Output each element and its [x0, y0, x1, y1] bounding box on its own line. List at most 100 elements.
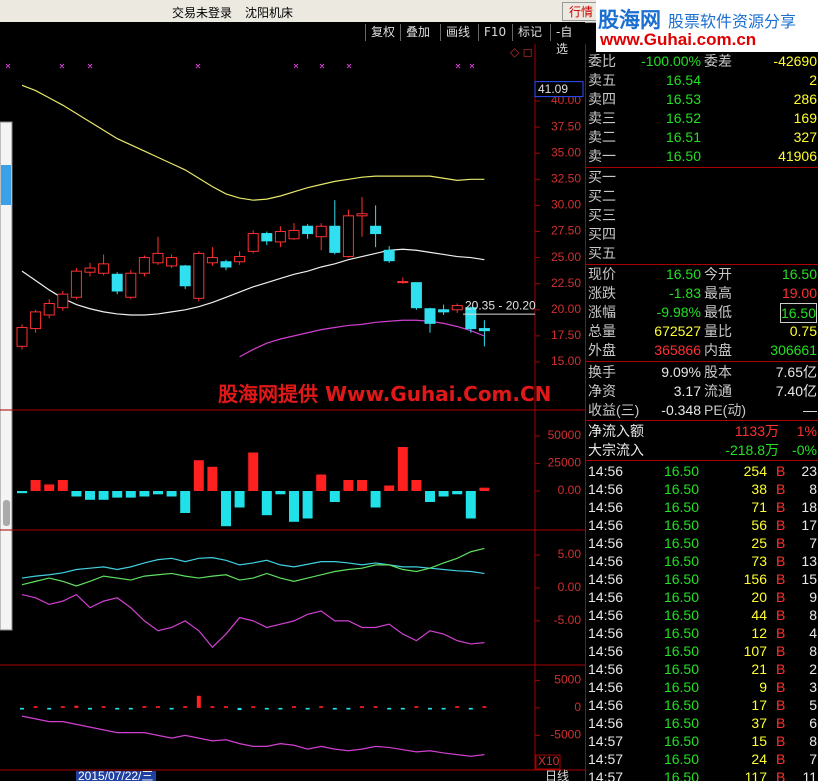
- value: 23: [801, 463, 817, 479]
- y-tick-label: 35.00: [551, 145, 581, 159]
- label: 净资: [588, 383, 616, 399]
- y-tick-label: 30.00: [551, 198, 581, 212]
- candle-body: [288, 229, 300, 240]
- separator: [586, 460, 818, 461]
- bar: [44, 484, 55, 491]
- watermark-url: www.Guhai.com.cn: [600, 30, 757, 49]
- bar: [224, 706, 228, 708]
- value: 25: [751, 535, 767, 551]
- value: 37: [751, 715, 767, 731]
- bar: [360, 706, 364, 708]
- value: 11: [802, 769, 817, 781]
- toolbar-button[interactable]: 画线: [440, 24, 475, 41]
- label: 买三: [588, 207, 616, 223]
- label: 14:56: [588, 463, 624, 479]
- value: 16.50: [663, 571, 699, 587]
- bar: [397, 446, 408, 491]
- period-label: 日线: [545, 769, 569, 781]
- candle-body: [410, 282, 422, 309]
- value: 286: [793, 91, 817, 107]
- candle-body: [70, 270, 82, 298]
- value: 16.50: [663, 751, 699, 767]
- y-tick-label: -5000: [550, 728, 581, 742]
- value: 3.17: [673, 383, 701, 399]
- label: 14:56: [588, 697, 624, 713]
- candle-body: [152, 252, 164, 264]
- label: B: [776, 643, 786, 659]
- candle-body: [274, 230, 286, 243]
- value: -9.98%: [656, 304, 701, 320]
- label: B: [776, 751, 786, 767]
- candle-body: [57, 293, 69, 309]
- value: 107: [743, 643, 767, 659]
- label: 14:56: [588, 499, 624, 515]
- toolbar-button[interactable]: 标记: [512, 24, 547, 41]
- quote-button[interactable]: 行情: [562, 2, 601, 21]
- value: 0.75: [789, 323, 817, 339]
- label: 收益(三): [588, 402, 640, 418]
- watermark: 股海网 股票软件资源分享 www.Guhai.com.cn: [596, 0, 818, 52]
- value: 16.50: [663, 715, 699, 731]
- bar: [17, 490, 27, 494]
- bar: [156, 706, 160, 708]
- label: 14:57: [588, 733, 624, 749]
- candle-body: [206, 257, 218, 264]
- bar: [387, 707, 392, 710]
- indicator-line: [21, 84, 485, 201]
- label: 14:57: [588, 769, 624, 781]
- value: 8: [809, 643, 817, 659]
- value: 7.65亿: [775, 364, 817, 380]
- value: -218.8万: [725, 442, 779, 458]
- candle-body: [465, 307, 477, 330]
- scale-label: X10: [538, 754, 560, 768]
- bar: [125, 490, 136, 498]
- value: 16.50: [663, 697, 699, 713]
- value: 169: [793, 110, 817, 126]
- value: 156: [743, 571, 767, 587]
- bar: [251, 706, 256, 708]
- candle-body: [247, 233, 259, 252]
- y-tick-label: 22.50: [551, 276, 581, 290]
- label: 14:56: [588, 715, 624, 731]
- candle-body: [261, 233, 273, 242]
- toolbar-button[interactable]: F10: [478, 24, 511, 41]
- bar: [207, 466, 218, 491]
- value: 16.50: [665, 266, 701, 282]
- bar: [425, 490, 435, 502]
- label: 买一: [588, 169, 616, 185]
- value: 16.50: [663, 679, 699, 695]
- label: PE(动): [704, 402, 746, 418]
- toolbar-button[interactable]: -自选: [550, 24, 585, 56]
- label: 14:56: [588, 535, 624, 551]
- candle-body: [329, 225, 341, 253]
- bar: [85, 490, 95, 500]
- bar: [234, 490, 245, 508]
- label: 买五: [588, 245, 616, 261]
- label: 卖四: [588, 91, 616, 107]
- value: 16.50: [663, 769, 699, 781]
- value: 9: [759, 679, 767, 695]
- value: 19.00: [781, 285, 817, 301]
- date-label: 2015/07/22/三: [78, 769, 153, 781]
- bar: [196, 695, 201, 708]
- label: B: [776, 535, 786, 551]
- bar: [292, 706, 296, 708]
- value: 2: [809, 661, 817, 677]
- label: B: [776, 769, 786, 781]
- label: B: [776, 697, 786, 713]
- value: 9.09%: [661, 364, 701, 380]
- toolbar-button[interactable]: 复权: [365, 24, 400, 41]
- bar: [60, 706, 65, 708]
- candle-body: [478, 328, 490, 332]
- toolbar-button[interactable]: 叠加: [400, 24, 435, 41]
- candle-body: [397, 281, 409, 284]
- bar: [237, 707, 242, 711]
- label: 14:57: [588, 751, 624, 767]
- value: -100.00%: [641, 53, 701, 69]
- candle-body: [179, 265, 191, 287]
- candle-body: [220, 261, 232, 268]
- value: 16.52: [665, 110, 701, 126]
- value: 16.50: [663, 607, 699, 623]
- value: 13: [801, 553, 817, 569]
- value: 5: [809, 697, 817, 713]
